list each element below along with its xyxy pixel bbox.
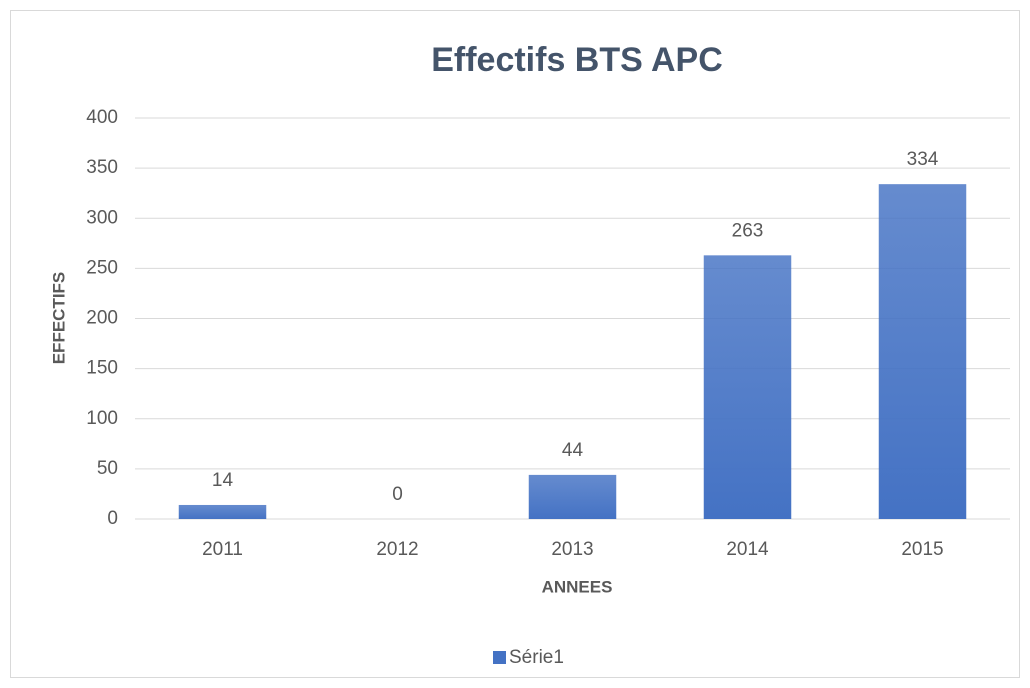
- x-axis-title: ANNEES: [542, 577, 613, 596]
- legend-swatch: [493, 651, 506, 664]
- y-tick-label: 0: [107, 508, 118, 529]
- bar: [703, 255, 792, 519]
- bar: [528, 474, 617, 519]
- y-tick-label: 400: [86, 107, 118, 128]
- bar: [878, 184, 967, 520]
- x-tick-label: 2011: [202, 539, 243, 560]
- x-tick-label: 2012: [376, 539, 418, 560]
- legend-label: Série1: [509, 647, 564, 668]
- data-label: 334: [907, 149, 939, 170]
- bar: [178, 504, 267, 519]
- y-axis-title: EFFECTIFS: [49, 272, 68, 365]
- y-tick-label: 200: [86, 308, 118, 329]
- chart-title: Effectifs BTS APC: [431, 41, 723, 79]
- x-tick-label: 2014: [726, 539, 769, 560]
- y-tick-label: 250: [86, 257, 118, 278]
- y-tick-label: 150: [86, 358, 118, 379]
- data-label: 14: [212, 470, 234, 491]
- data-label: 0: [392, 484, 403, 505]
- y-tick-label: 100: [86, 408, 118, 429]
- data-label: 263: [732, 220, 764, 241]
- y-tick-label: 350: [86, 157, 118, 178]
- data-label: 44: [562, 440, 584, 461]
- x-tick-label: 2015: [901, 539, 943, 560]
- x-tick-label: 2013: [551, 539, 593, 560]
- chart-frame: [10, 10, 1020, 678]
- y-tick-label: 300: [86, 207, 118, 228]
- y-tick-label: 50: [97, 458, 118, 479]
